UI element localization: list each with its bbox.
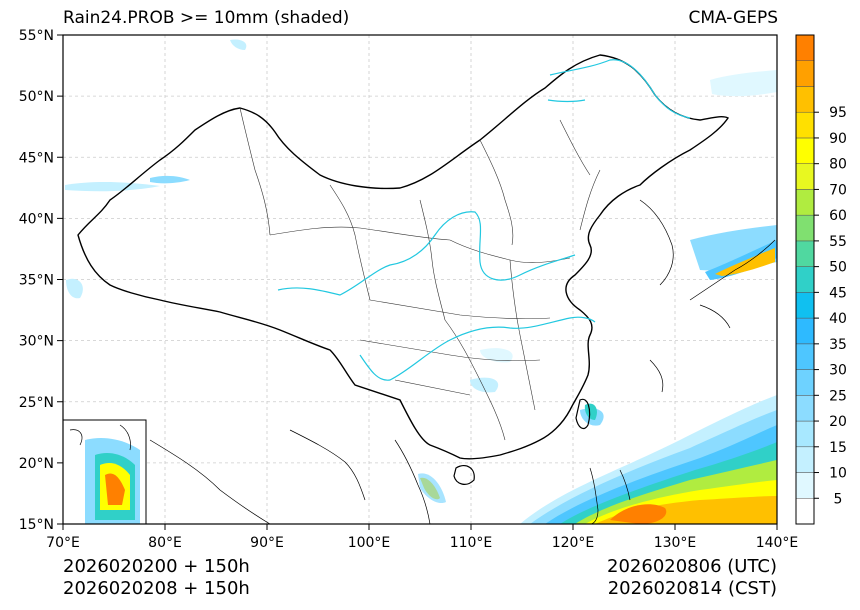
valid-time-utc: 2026020806 (UTC) [607, 556, 777, 577]
colorbar-swatch [795, 111, 815, 139]
lon-tick-label: 100°E [348, 535, 391, 551]
rivers [277, 59, 691, 381]
lon-tick-label: 70°E [46, 535, 80, 551]
colorbar-swatch [795, 34, 815, 61]
colorbar-label: 60 [829, 208, 847, 224]
colorbar-swatch [795, 498, 815, 525]
init-time-utc: 2026020200 + 150h [63, 556, 250, 577]
colorbar-label: 45 [829, 285, 847, 301]
lon-tick-label: 130°E [654, 535, 697, 551]
colorbar-swatch [795, 369, 815, 396]
colorbar-frame [795, 34, 815, 525]
colorbar-swatch [795, 472, 815, 499]
colorbar-swatch [795, 420, 815, 448]
lat-tick-label: 55°N [19, 28, 54, 44]
gridlines [63, 35, 777, 524]
precip-shading [65, 39, 777, 524]
init-time-cst: 2026020208 + 150h [63, 578, 250, 599]
colorbar-swatch [795, 343, 815, 370]
taiwan-outline [575, 398, 591, 430]
hainan-outline [453, 465, 475, 485]
lat-tick-label: 50°N [19, 89, 54, 105]
lat-tick-label: 25°N [19, 395, 54, 411]
colorbar-label: 5 [834, 491, 843, 507]
model-name: CMA-GEPS [688, 8, 778, 28]
lat-tick-label: 45°N [19, 150, 54, 166]
province-lines [239, 107, 601, 441]
colorbar-label: 15 [829, 440, 847, 456]
colorbar-label: 20 [829, 414, 847, 430]
lat-tick-label: 35°N [19, 273, 54, 289]
colorbar-swatch [795, 189, 815, 216]
colorbar-label: 55 [829, 234, 847, 250]
colorbar-swatch [795, 292, 815, 319]
lat-tick-label: 40°N [19, 211, 54, 227]
colorbar-swatch [795, 240, 815, 267]
lon-tick-label: 120°E [552, 535, 595, 551]
neighbor-coastlines [149, 199, 776, 524]
lat-tick-label: 30°N [19, 334, 54, 350]
lon-tick-label: 90°E [250, 535, 284, 551]
latitude-labels: 55°N 50°N 45°N 40°N 35°N 30°N 25°N 20°N 15°N [19, 28, 54, 533]
south-china-sea-inset [62, 419, 147, 525]
colorbar-swatch [795, 395, 815, 422]
colorbar-label: 90 [829, 131, 847, 147]
colorbar-swatch [795, 266, 815, 293]
colorbar-swatch [795, 86, 815, 113]
colorbar-label: 95 [829, 105, 847, 121]
china-border [77, 54, 730, 460]
longitude-labels: 70°E 80°E 90°E 100°E 110°E 120°E 130°E 140°E [46, 535, 798, 551]
colorbar: 5 10 15 20 25 30 35 40 45 50 55 60 70 80 90 95 [795, 34, 847, 525]
axis-ticks [57, 34, 778, 530]
colorbar-swatch [795, 137, 815, 164]
colorbar-label: 50 [829, 260, 847, 276]
colorbar-label: 80 [829, 157, 847, 173]
lat-tick-label: 20°N [19, 456, 54, 472]
colorbar-swatch [795, 446, 815, 473]
lon-tick-label: 110°E [450, 535, 493, 551]
lon-tick-label: 140°E [756, 535, 799, 551]
lon-tick-label: 80°E [148, 535, 182, 551]
colorbar-label: 35 [829, 337, 847, 353]
valid-time-cst: 2026020814 (CST) [607, 578, 777, 599]
colorbar-label: 25 [829, 388, 847, 404]
colorbar-swatch [795, 60, 815, 87]
colorbar-label: 40 [829, 311, 847, 327]
colorbar-swatch [795, 214, 815, 242]
chart-title: Rain24.PROB >= 10mm (shaded) [63, 8, 350, 28]
colorbar-swatch [795, 317, 815, 345]
colorbar-label: 30 [829, 363, 847, 379]
lat-tick-label: 15°N [19, 517, 54, 533]
colorbar-swatch [795, 163, 815, 190]
colorbar-label: 70 [829, 182, 847, 198]
colorbar-label: 10 [829, 466, 847, 482]
